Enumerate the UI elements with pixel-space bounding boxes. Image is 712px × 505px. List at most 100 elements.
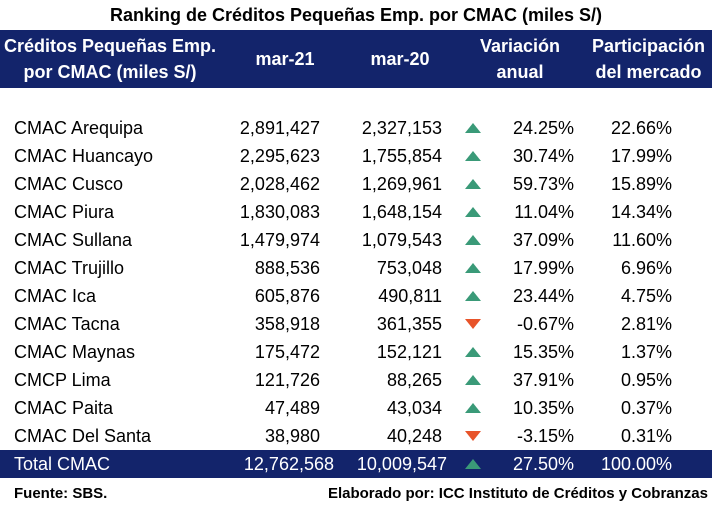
row-share: 0.31%	[620, 426, 672, 446]
row-name: CMAC Huancayo	[14, 146, 154, 166]
header-variation-line1: Variación	[479, 36, 561, 56]
row-mar20: 1,755,854	[361, 146, 442, 166]
row-mar20: 40,248	[386, 426, 442, 446]
row-mar21: 175,472	[254, 342, 320, 362]
table-row: CMAC Trujillo 888,536 753,048 17.99% 6.96%	[0, 254, 712, 282]
row-mar21: 1,479,974	[239, 230, 320, 250]
header-share-line2: del mercado	[595, 62, 702, 82]
row-share: 15.89%	[610, 174, 672, 194]
row-name: CMAC Sullana	[14, 230, 133, 250]
trend-up-icon	[462, 254, 484, 282]
row-name: CMAC Ica	[14, 286, 97, 306]
row-variation: 17.99%	[512, 258, 574, 278]
trend-up-icon	[462, 394, 484, 422]
row-mar21: 358,918	[254, 314, 320, 334]
row-share: 2.81%	[620, 314, 672, 334]
header-name: Créditos Pequeñas Emp. por CMAC (miles S/…	[0, 30, 220, 88]
row-mar21: 47,489	[264, 398, 320, 418]
total-row: Total CMAC 12,762,568 10,009,547 27.50% …	[0, 450, 712, 478]
table-row: CMAC Del Santa 38,980 40,248 -3.15% 0.31%	[0, 422, 712, 450]
row-variation: 11.04%	[514, 202, 574, 222]
row-name: CMAC Paita	[14, 398, 114, 418]
row-mar20: 1,269,961	[361, 174, 442, 194]
table-row: CMAC Ica 605,876 490,811 23.44% 4.75%	[0, 282, 712, 310]
trend-up-icon	[462, 142, 484, 170]
row-mar20: 361,355	[376, 314, 442, 334]
row-variation: 37.91%	[512, 370, 574, 390]
table-row: CMAC Piura 1,830,083 1,648,154 11.04% 14.34%	[0, 198, 712, 226]
table-row: CMAC Sullana 1,479,974 1,079,543 37.09% 11.6…	[0, 226, 712, 254]
total-mar20: 10,009,547	[356, 454, 447, 474]
total-mar21: 12,762,568	[243, 454, 334, 474]
total-name: Total CMAC	[14, 454, 111, 474]
trend-up-icon	[462, 198, 484, 226]
row-share: 17.99%	[610, 146, 672, 166]
row-mar21: 605,876	[254, 286, 320, 306]
header-name-line1: Créditos Pequeñas Emp.	[3, 36, 217, 56]
table-row: CMAC Paita 47,489 43,034 10.35% 0.37%	[0, 394, 712, 422]
row-name: CMAC Trujillo	[14, 258, 125, 278]
row-name: CMAC Arequipa	[14, 118, 144, 138]
header-mar21: mar-21	[255, 49, 315, 69]
trend-up-icon	[462, 338, 484, 366]
row-mar21: 2,028,462	[239, 174, 320, 194]
table-body: CMAC Arequipa 2,891,427 2,327,153 24.25% 22.…	[0, 114, 712, 450]
row-mar21: 121,726	[254, 370, 320, 390]
table-row: CMAC Maynas 175,472 152,121 15.35% 1.37%	[0, 338, 712, 366]
row-mar21: 1,830,083	[239, 202, 320, 222]
credit-note: Elaborado por: ICC Instituto de Créditos…	[327, 485, 708, 502]
row-variation: -0.67%	[516, 314, 574, 334]
row-name: CMAC Piura	[14, 202, 115, 222]
row-variation: 37.09%	[512, 230, 574, 250]
row-share: 6.96%	[620, 258, 672, 278]
trend-up-icon	[462, 114, 484, 142]
total-variation: 27.50%	[512, 454, 574, 474]
table-row: CMCP Lima 121,726 88,265 37.91% 0.95%	[0, 366, 712, 394]
header-mar20: mar-20	[370, 49, 430, 69]
trend-up-icon	[462, 450, 484, 478]
row-variation: 24.25%	[512, 118, 574, 138]
row-share: 22.66%	[610, 118, 672, 138]
row-name: CMCP Lima	[14, 370, 111, 390]
row-mar20: 152,121	[376, 342, 442, 362]
table-title: Ranking de Créditos Pequeñas Emp. por CM…	[109, 5, 603, 25]
header-variation: Variación anual	[460, 30, 580, 88]
row-share: 0.95%	[620, 370, 672, 390]
row-mar20: 490,811	[378, 286, 442, 306]
row-mar21: 38,980	[264, 426, 320, 446]
row-share: 0.37%	[620, 398, 672, 418]
header-share-line1: Participación	[591, 36, 706, 56]
row-share: 1.37%	[620, 342, 672, 362]
row-mar20: 2,327,153	[361, 118, 442, 138]
row-variation: 23.44%	[512, 286, 574, 306]
header-share: Participación del mercado	[585, 30, 712, 88]
trend-up-icon	[462, 366, 484, 394]
trend-up-icon	[462, 226, 484, 254]
table-row: CMAC Tacna 358,918 361,355 -0.67% 2.81%	[0, 310, 712, 338]
trend-down-icon	[462, 310, 484, 338]
row-mar21: 888,536	[254, 258, 320, 278]
table-row: CMAC Arequipa 2,891,427 2,327,153 24.25% 22.…	[0, 114, 712, 142]
row-share: 11.60%	[612, 230, 672, 250]
row-variation: 15.35%	[512, 342, 574, 362]
row-mar20: 753,048	[376, 258, 442, 278]
row-name: CMAC Cusco	[14, 174, 124, 194]
trend-up-icon	[462, 282, 484, 310]
row-variation: 59.73%	[512, 174, 574, 194]
row-name: CMAC Del Santa	[14, 426, 152, 446]
row-variation: 10.35%	[512, 398, 574, 418]
row-mar21: 2,295,623	[239, 146, 320, 166]
table-row: CMAC Huancayo 2,295,623 1,755,854 30.74% 17.…	[0, 142, 712, 170]
table-row: CMAC Cusco 2,028,462 1,269,961 59.73% 15.89%	[0, 170, 712, 198]
source-note: Fuente: SBS.	[14, 485, 108, 502]
row-variation: -3.15%	[516, 426, 574, 446]
trend-up-icon	[462, 170, 484, 198]
row-name: CMAC Tacna	[14, 314, 120, 334]
row-share: 14.34%	[610, 202, 672, 222]
row-mar20: 1,079,543	[361, 230, 442, 250]
row-variation: 30.74%	[512, 146, 574, 166]
row-share: 4.75%	[620, 286, 672, 306]
row-mar20: 43,034	[386, 398, 442, 418]
row-name: CMAC Maynas	[14, 342, 136, 362]
header-variation-line2: anual	[496, 62, 544, 82]
